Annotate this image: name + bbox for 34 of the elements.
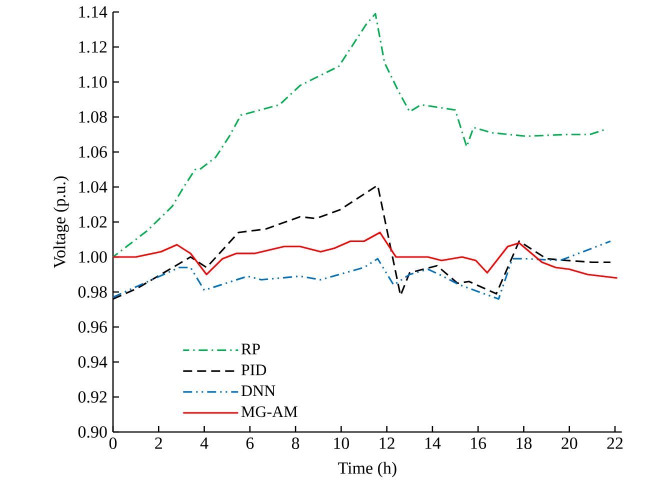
y-tick-label: 0.92 (78, 391, 107, 403)
y-tick-label: 1.00 (79, 251, 107, 263)
line-series (112, 12, 607, 258)
y-tick-label: 1.08 (79, 111, 107, 123)
y-tick-label: 1.06 (79, 146, 107, 158)
line-series (112, 240, 612, 300)
y-tick-label: 1.10 (79, 76, 107, 88)
y-tick-label: 0.94 (78, 356, 108, 368)
legend-label: DNN (241, 386, 276, 396)
legend-label: RP (241, 344, 260, 354)
x-tick-label: 20 (562, 438, 578, 449)
x-tick-label: 2 (155, 438, 162, 449)
x-tick-label: 18 (516, 438, 532, 449)
line-series (112, 232, 618, 279)
y-tick-label: 1.14 (79, 6, 108, 18)
y-tick-label: 0.90 (78, 426, 107, 438)
x-tick-label: 10 (334, 438, 350, 449)
y-tick-label: 1.02 (79, 216, 107, 228)
y-tick-label: 1.04 (79, 181, 108, 193)
x-tick-label: 22 (607, 438, 623, 449)
y-tick-label: 0.96 (78, 321, 107, 333)
x-tick-label: 16 (471, 438, 486, 449)
x-tick-label: 14 (425, 438, 441, 449)
x-tick-label: 4 (200, 438, 208, 449)
x-tick-label: 6 (246, 438, 254, 449)
x-axis-title: Time (h) (338, 462, 396, 478)
y-tick-label: 0.98 (78, 286, 107, 298)
x-tick-label: 8 (292, 438, 300, 449)
x-tick-label: 0 (109, 438, 117, 449)
legend-label: MG-AM (241, 406, 298, 418)
y-tick-label: 1.12 (79, 41, 107, 53)
legend-label: PID (241, 364, 266, 376)
x-tick-label: 12 (380, 438, 394, 449)
y-axis-title: Voltage (p.u.) (53, 176, 69, 268)
